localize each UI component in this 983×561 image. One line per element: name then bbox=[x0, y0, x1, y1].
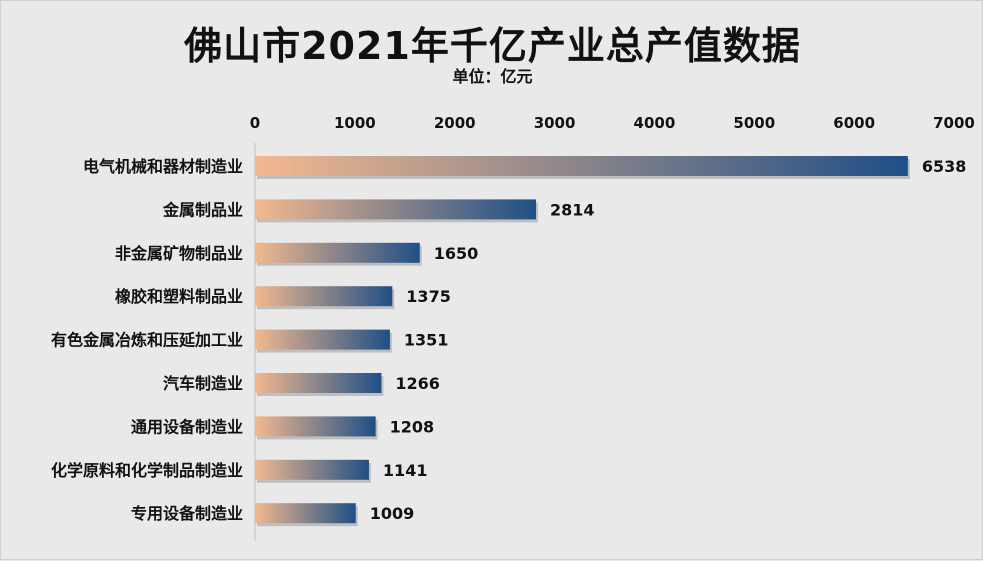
category-label: 非金属矿物制品业 bbox=[115, 244, 243, 263]
category-label: 专用设备制造业 bbox=[131, 504, 243, 523]
data-label: 1208 bbox=[390, 417, 435, 436]
data-label: 1375 bbox=[406, 287, 451, 306]
bar bbox=[255, 459, 369, 480]
bar bbox=[255, 286, 393, 307]
bar bbox=[255, 242, 420, 263]
category-label: 化学原料和化学制品制造业 bbox=[51, 461, 243, 480]
chart-subtitle: 单位：亿元 bbox=[452, 67, 533, 86]
data-label: 1351 bbox=[404, 331, 449, 350]
x-tick-label: 0 bbox=[250, 114, 260, 132]
category-label: 电气机械和器材制造业 bbox=[83, 157, 243, 176]
bar bbox=[255, 199, 536, 220]
data-label: 6538 bbox=[922, 157, 967, 176]
x-tick-label: 4000 bbox=[634, 114, 676, 132]
data-label: 2814 bbox=[550, 200, 595, 219]
x-tick-label: 5000 bbox=[733, 114, 775, 132]
data-label: 1141 bbox=[383, 461, 428, 480]
bar bbox=[255, 416, 376, 437]
category-label: 有色金属冶炼和压延加工业 bbox=[51, 331, 243, 350]
data-label: 1009 bbox=[370, 504, 415, 523]
category-label: 汽车制造业 bbox=[163, 374, 243, 393]
bar bbox=[255, 373, 382, 393]
x-tick-label: 6000 bbox=[833, 114, 875, 132]
bar bbox=[255, 329, 390, 350]
x-tick-label: 1000 bbox=[334, 114, 376, 132]
bar bbox=[255, 156, 908, 176]
x-tick-label: 7000 bbox=[933, 114, 975, 132]
chart-title: 佛山市2021年千亿产业总产值数据 bbox=[184, 24, 801, 68]
category-label: 橡胶和塑料制品业 bbox=[115, 287, 243, 306]
category-label: 通用设备制造业 bbox=[131, 417, 243, 436]
x-tick-label: 3000 bbox=[534, 114, 576, 132]
bar bbox=[255, 503, 356, 524]
data-label: 1650 bbox=[434, 244, 479, 263]
x-tick-label: 2000 bbox=[434, 114, 476, 132]
category-label: 金属制品业 bbox=[162, 200, 243, 219]
data-label: 1266 bbox=[395, 374, 440, 393]
